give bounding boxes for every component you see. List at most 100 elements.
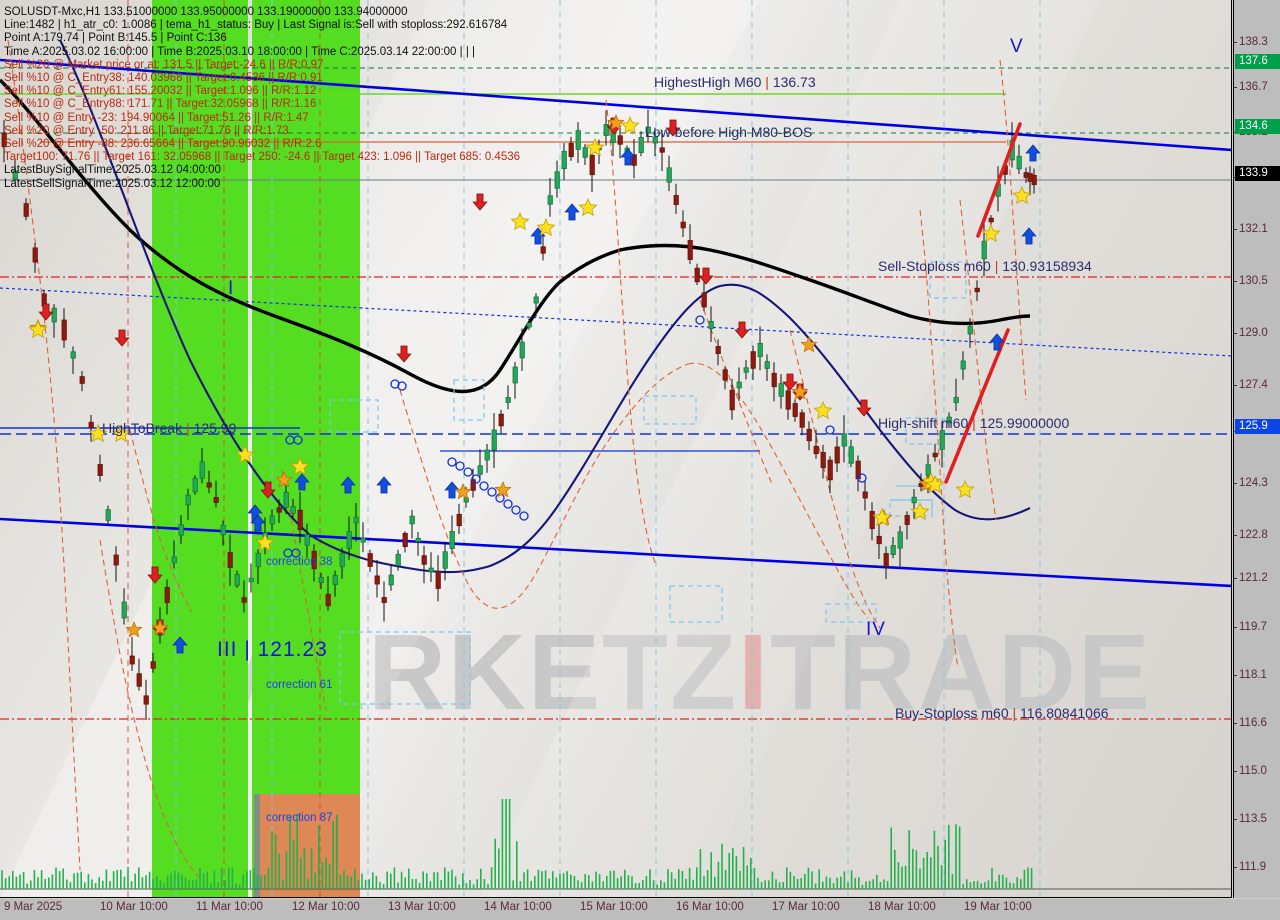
signal-markers xyxy=(28,113,1041,654)
time-tick: 19 Mar 10:00 xyxy=(964,901,1032,913)
price-tick: 119.7 xyxy=(1234,620,1267,634)
candle-body xyxy=(409,515,415,525)
candle-body xyxy=(395,554,401,566)
candle-body xyxy=(981,240,987,260)
time-axis[interactable]: 9 Mar 2025 10 Mar 10:00 11 Mar 10:00 12 Mar… xyxy=(0,899,1280,920)
candle-body xyxy=(70,351,76,359)
candle-body xyxy=(729,389,735,411)
signal-star-icon xyxy=(275,470,293,488)
sell-arrow-down-icon xyxy=(396,345,412,363)
sell-arrow-down-icon xyxy=(472,193,488,211)
candle-body xyxy=(248,577,254,583)
candle-body xyxy=(143,695,149,705)
candle-body xyxy=(129,655,135,665)
candle-body xyxy=(575,130,581,150)
candle-body xyxy=(255,552,261,568)
candle-body xyxy=(750,351,756,369)
candle-body xyxy=(568,142,574,158)
candle-body xyxy=(206,482,212,488)
candle-body xyxy=(332,575,338,585)
candle-body xyxy=(673,195,679,205)
watermark-part2: TRADE xyxy=(769,611,1152,732)
candle-body xyxy=(241,597,247,603)
candle-body xyxy=(381,597,387,603)
signal-star-icon xyxy=(813,400,833,420)
candle-body xyxy=(276,507,282,513)
candle-body xyxy=(491,429,497,451)
candle-body xyxy=(631,154,637,166)
candle-body xyxy=(227,552,233,568)
buy-arrow-up-icon xyxy=(294,473,310,491)
price-tick: 138.3 xyxy=(1234,35,1268,49)
candle-body xyxy=(23,203,29,217)
candle-body xyxy=(603,124,609,136)
time-tick: 15 Mar 10:00 xyxy=(580,901,648,913)
candle-body xyxy=(360,537,366,543)
candle-body xyxy=(121,601,127,619)
candle-body xyxy=(540,246,546,254)
candle-body xyxy=(498,413,504,427)
candle-body xyxy=(687,240,693,260)
candle-body xyxy=(61,319,67,341)
navy-ma-line xyxy=(59,39,1031,574)
candle-body xyxy=(339,552,345,568)
buy-arrow-up-icon xyxy=(1025,144,1041,162)
tema-ma-line xyxy=(0,78,1031,394)
candle-body xyxy=(318,577,324,583)
candle-body xyxy=(470,479,476,491)
candle-body xyxy=(617,135,623,145)
signal-star-icon xyxy=(925,474,945,494)
candle-body xyxy=(477,465,483,475)
candle-body xyxy=(757,342,763,358)
candle-body xyxy=(505,397,511,403)
candle-body xyxy=(402,532,408,548)
signal-star-icon xyxy=(510,211,530,231)
candle-body xyxy=(283,491,289,509)
signal-star-icon xyxy=(125,620,143,638)
price-tick: 116.6 xyxy=(1234,716,1267,730)
candle-body xyxy=(841,433,847,447)
signal-star-icon xyxy=(1012,185,1032,205)
candle-body xyxy=(722,369,728,381)
candle-body xyxy=(234,574,240,586)
candle-body xyxy=(771,372,777,388)
candle-body xyxy=(290,506,296,514)
chart-plot-area[interactable]: MARKETZITRADE xyxy=(0,0,1232,898)
buy-arrow-up-icon xyxy=(376,476,392,494)
candle-body xyxy=(79,376,85,384)
signal-star-icon xyxy=(255,532,275,552)
time-tick: 18 Mar 10:00 xyxy=(868,901,936,913)
price-label-blue: 125.9 xyxy=(1235,419,1280,434)
price-axis[interactable]: 138.3136.7135.2133.6132.1130.5129.0127.4… xyxy=(1233,0,1280,898)
chart-graphics xyxy=(0,0,1231,897)
signal-star-icon xyxy=(585,137,605,157)
buy-arrow-up-icon xyxy=(564,203,580,221)
signal-star-icon xyxy=(88,423,108,443)
time-tick: 10 Mar 10:00 xyxy=(100,901,168,913)
candle-body xyxy=(220,524,226,536)
candle-body xyxy=(12,170,18,180)
candle-body xyxy=(946,416,952,424)
price-tick: 122.8 xyxy=(1234,528,1268,542)
candle-body xyxy=(484,449,490,461)
signal-star-icon xyxy=(872,507,892,527)
candle-body xyxy=(415,537,421,543)
candle-body xyxy=(827,459,833,481)
candle-body xyxy=(367,553,373,567)
candle-body xyxy=(820,452,826,468)
price-tick: 124.3 xyxy=(1234,476,1268,490)
buy-arrow-up-icon xyxy=(530,227,546,245)
time-tick: 14 Mar 10:00 xyxy=(484,901,552,913)
candle-body xyxy=(105,509,111,521)
time-tick: 11 Mar 10:00 xyxy=(196,901,263,913)
candle-body xyxy=(974,287,980,293)
candle-body xyxy=(150,661,156,669)
signal-star-icon xyxy=(151,618,169,636)
price-label-green: 137.6 xyxy=(1235,54,1280,69)
candle-body xyxy=(88,421,94,429)
candle-body xyxy=(519,341,525,359)
candle-body xyxy=(311,550,317,570)
price-tick: 127.4 xyxy=(1234,378,1268,392)
price-tick: 113.5 xyxy=(1234,812,1267,826)
candle-body xyxy=(589,154,595,176)
